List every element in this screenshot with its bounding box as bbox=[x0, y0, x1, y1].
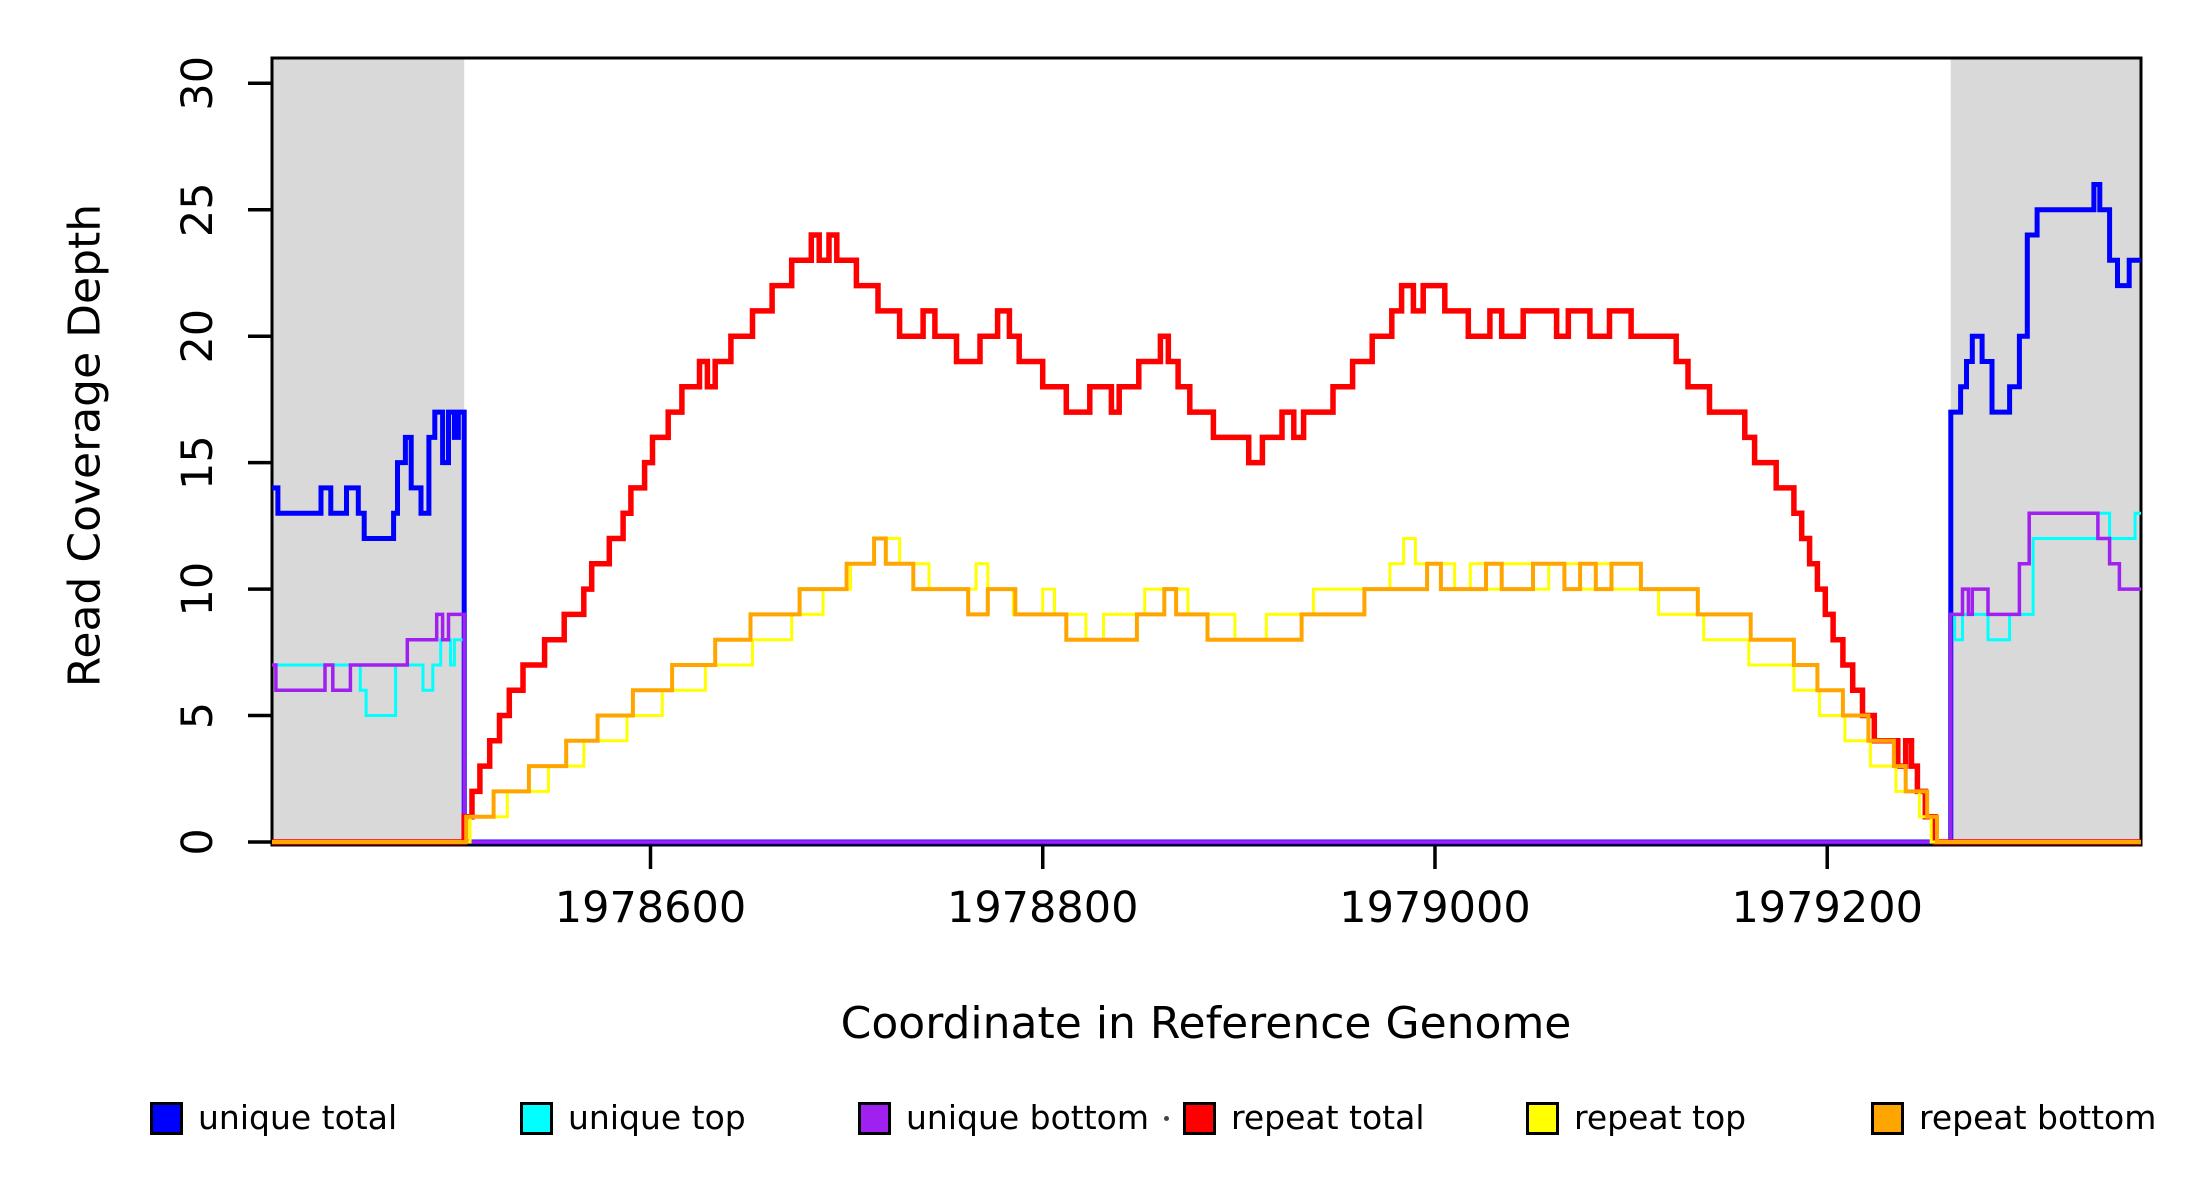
shaded-region-0 bbox=[272, 58, 465, 845]
series-unique-top-line bbox=[272, 511, 2141, 844]
x-tick-label: 1978600 bbox=[555, 883, 747, 933]
series-repeat-total-line bbox=[272, 232, 2141, 845]
series-unique-bottom-line bbox=[272, 511, 2141, 844]
y-tick-label: 25 bbox=[173, 182, 223, 237]
x-axis-title: Coordinate in Reference Genome bbox=[840, 998, 1572, 1049]
y-tick-label: 30 bbox=[173, 56, 223, 111]
x-tick-label: 1979000 bbox=[1339, 883, 1531, 933]
y-tick-label: 5 bbox=[173, 702, 223, 729]
stray-mark bbox=[1164, 1116, 1169, 1121]
series-unique-total-line bbox=[272, 182, 2141, 845]
y-axis-title: Read Coverage Depth bbox=[59, 203, 111, 688]
y-tick-label: 10 bbox=[173, 562, 223, 617]
x-tick-label: 1978800 bbox=[947, 883, 1139, 933]
y-tick-label: 15 bbox=[173, 435, 223, 490]
series-repeat-bottom-line bbox=[272, 536, 2141, 844]
shaded-region-1 bbox=[1950, 58, 2141, 845]
plot-box bbox=[270, 56, 2143, 847]
y-tick-label: 0 bbox=[173, 828, 223, 855]
x-tick-label: 1979200 bbox=[1731, 883, 1923, 933]
y-tick-label: 20 bbox=[173, 309, 223, 364]
